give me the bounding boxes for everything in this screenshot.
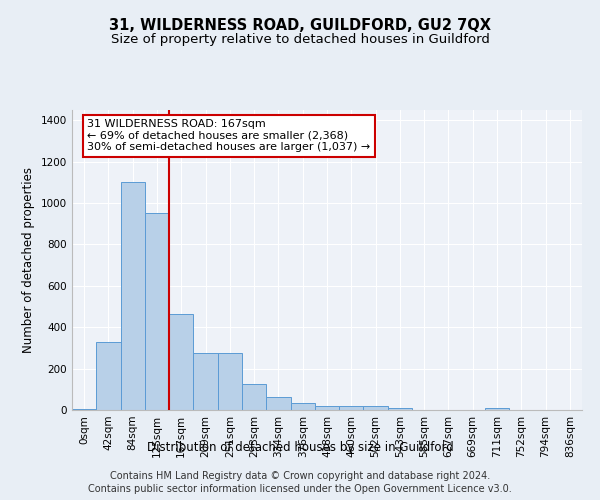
Text: 31, WILDERNESS ROAD, GUILDFORD, GU2 7QX: 31, WILDERNESS ROAD, GUILDFORD, GU2 7QX bbox=[109, 18, 491, 32]
Text: Distribution of detached houses by size in Guildford: Distribution of detached houses by size … bbox=[146, 441, 454, 454]
Bar bbox=[121, 182, 145, 410]
Y-axis label: Number of detached properties: Number of detached properties bbox=[22, 167, 35, 353]
Text: Contains public sector information licensed under the Open Government Licence v3: Contains public sector information licen… bbox=[88, 484, 512, 494]
Text: Size of property relative to detached houses in Guildford: Size of property relative to detached ho… bbox=[110, 32, 490, 46]
Bar bbox=[145, 214, 169, 410]
Text: 31 WILDERNESS ROAD: 167sqm
← 69% of detached houses are smaller (2,368)
30% of s: 31 WILDERNESS ROAD: 167sqm ← 69% of deta… bbox=[88, 119, 371, 152]
Bar bbox=[485, 408, 509, 410]
Bar bbox=[388, 408, 412, 410]
Bar bbox=[72, 409, 96, 410]
Bar bbox=[96, 342, 121, 410]
Bar bbox=[315, 406, 339, 410]
Bar bbox=[218, 353, 242, 410]
Bar bbox=[242, 384, 266, 410]
Bar bbox=[169, 314, 193, 410]
Text: Contains HM Land Registry data © Crown copyright and database right 2024.: Contains HM Land Registry data © Crown c… bbox=[110, 471, 490, 481]
Bar bbox=[339, 406, 364, 410]
Bar bbox=[266, 396, 290, 410]
Bar bbox=[193, 353, 218, 410]
Bar bbox=[290, 403, 315, 410]
Bar bbox=[364, 406, 388, 410]
